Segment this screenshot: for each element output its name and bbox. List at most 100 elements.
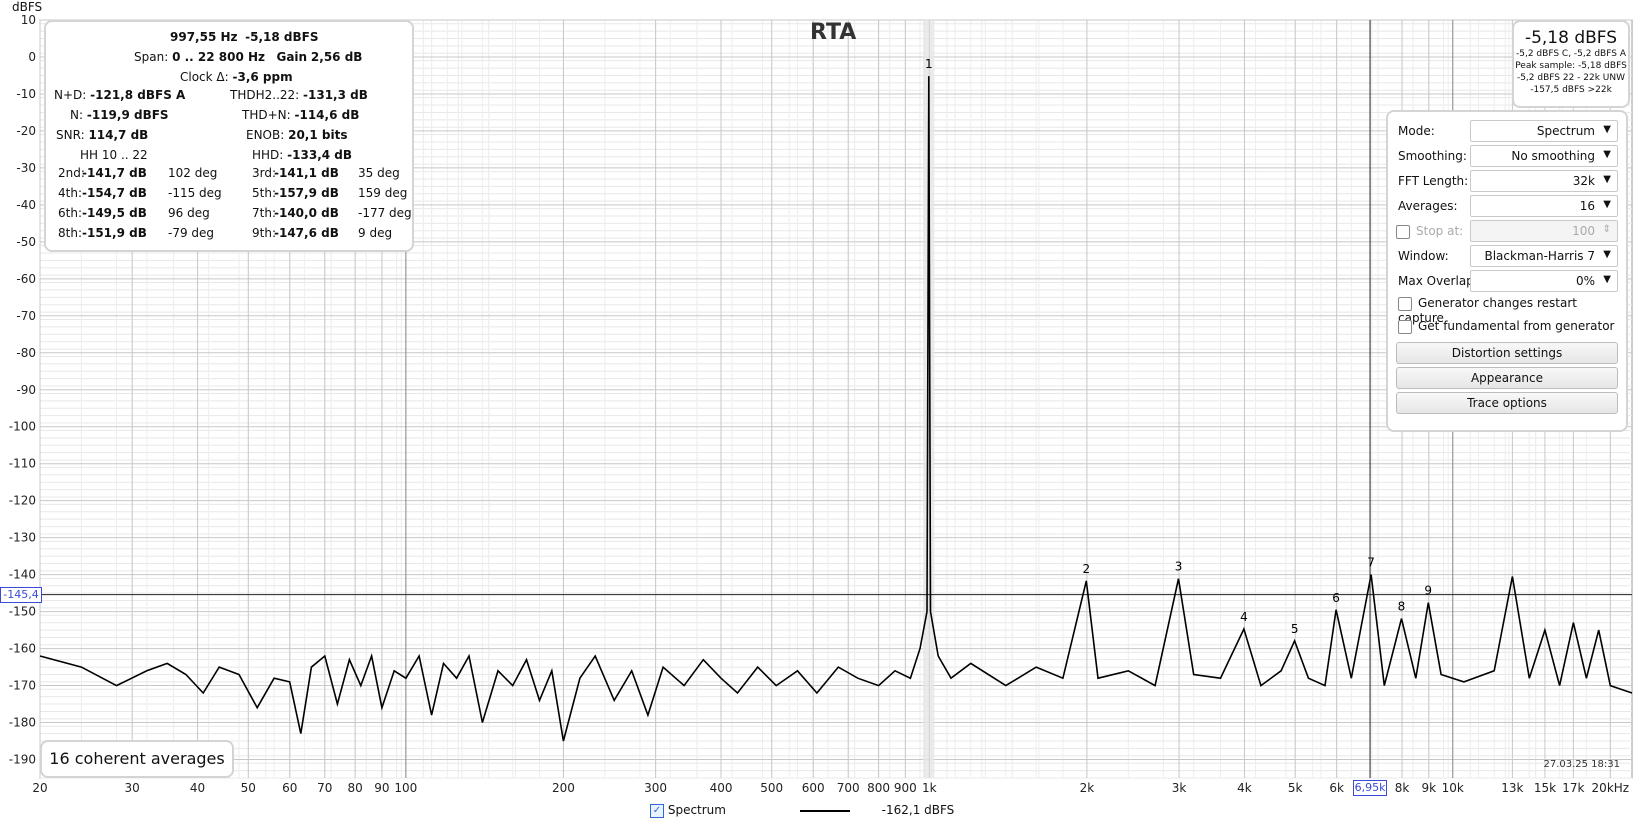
harmonic-level: -154,7 dB [82, 186, 147, 200]
thd-value: -131,3 dB [303, 88, 368, 102]
harmonic-marker-label: 1 [925, 57, 933, 71]
averages-select[interactable]: 16 ▼ [1470, 195, 1618, 217]
cursor-y-readout[interactable]: -145,4 [0, 586, 42, 603]
thdn-value: -114,6 dB [294, 108, 360, 122]
x-tick-label: 20kHz [1592, 781, 1630, 795]
x-tick-label: 90 [374, 781, 389, 795]
fundamental-level: -5,18 dBFS [245, 30, 319, 44]
x-tick-label: 900 [894, 781, 917, 795]
harmonic-phase: 159 deg [358, 186, 408, 200]
thdn-label: THD+N: [242, 108, 291, 122]
window-label: Window: [1398, 249, 1449, 263]
chevron-down-icon: ▼ [1603, 174, 1611, 185]
spectrum-visible-checkbox[interactable]: ✓ [650, 803, 664, 818]
y-tick-label: -70 [16, 309, 36, 323]
span-label: Span: [134, 50, 169, 64]
x-tick-label: 17k [1562, 781, 1584, 795]
harmonic-label: 4th: [58, 186, 82, 200]
smoothing-select[interactable]: No smoothing ▼ [1470, 145, 1618, 167]
x-tick-label: 8k [1395, 781, 1410, 795]
chart-title: RTA [810, 20, 857, 45]
harmonic-level: -157,9 dB [274, 186, 339, 200]
harmonic-level: -141,1 dB [274, 166, 339, 180]
stop-at-checkbox[interactable] [1396, 224, 1410, 239]
fundamental-band [923, 20, 935, 778]
plot-axes: 100-10-20-30-40-50-60-70-80-90-100-110-1… [9, 13, 1629, 795]
stop-at-value: 100 [1572, 224, 1595, 238]
y-tick-label: -60 [16, 272, 36, 286]
y-tick-label: -90 [16, 383, 36, 397]
stop-at-spinner[interactable]: 100 ⇕ [1470, 220, 1618, 242]
peak-line-2: Peak sample: -5,18 dBFS [1515, 61, 1627, 71]
mode-select[interactable]: Spectrum ▼ [1470, 120, 1618, 142]
harmonic-label: 7th: [252, 206, 276, 220]
harmonic-marker-label: 7 [1367, 556, 1375, 570]
get-fund-checkbox[interactable] [1398, 319, 1412, 334]
harmonic-phase: 9 deg [358, 226, 393, 240]
harmonic-marker-label: 8 [1398, 600, 1406, 614]
x-tick-label: 30 [125, 781, 140, 795]
x-tick-label: 13k [1501, 781, 1523, 795]
y-tick-label: -100 [9, 420, 36, 434]
y-tick-label: -180 [9, 716, 36, 730]
y-tick-label: 0 [28, 50, 36, 64]
fft-label: FFT Length: [1398, 174, 1469, 188]
peak-line-4: -157,5 dBFS >22k [1530, 85, 1612, 95]
snr-label: SNR: [56, 128, 85, 142]
get-fund-row: Get fundamental from generator [1398, 319, 1615, 334]
hh-label: HH 10 .. 22 [80, 148, 148, 162]
overlap-select[interactable]: 0% ▼ [1470, 270, 1618, 292]
x-tick-label: 600 [802, 781, 825, 795]
harmonic-phase: -115 deg [168, 186, 222, 200]
y-tick-label: -40 [16, 198, 36, 212]
x-tick-label: 400 [710, 781, 733, 795]
smoothing-value: No smoothing [1511, 149, 1595, 163]
harmonic-level: -141,7 dB [82, 166, 147, 180]
x-tick-label: 3k [1172, 781, 1187, 795]
mode-value: Spectrum [1536, 124, 1595, 138]
x-tick-label: 2k [1080, 781, 1095, 795]
stop-at-label: Stop at: [1416, 224, 1464, 238]
legend-series-name: Spectrum [667, 803, 726, 817]
measurements-panel: 997,55 Hz -5,18 dBFS Span: 0 .. 22 800 H… [44, 20, 414, 252]
y-tick-label: -150 [9, 605, 36, 619]
harmonic-marker-label: 5 [1291, 622, 1299, 636]
x-tick-label: 9k [1422, 781, 1437, 795]
y-axis-unit: dBFS [12, 0, 43, 14]
x-tick-label: 20 [32, 781, 47, 795]
appearance-button[interactable]: Appearance [1396, 367, 1618, 389]
gain-label: Gain [276, 50, 308, 64]
fft-length-select[interactable]: 32k ▼ [1470, 170, 1618, 192]
averages-row: Averages: 16 ▼ [1396, 195, 1618, 217]
cursor-x-readout[interactable]: 6,95k [1353, 780, 1388, 796]
x-tick-label: 1k [922, 781, 937, 795]
y-tick-label: -50 [16, 235, 36, 249]
y-tick-label: -10 [16, 87, 36, 101]
x-tick-label: 15k [1534, 781, 1556, 795]
fft-row: FFT Length: 32k ▼ [1396, 170, 1618, 192]
nd-label: N+D: [54, 88, 87, 102]
x-tick-label: 60 [282, 781, 297, 795]
clock-label: Clock Δ: [180, 70, 229, 84]
chevron-down-icon: ▼ [1603, 149, 1611, 160]
y-tick-label: -190 [9, 753, 36, 767]
x-tick-label: 500 [760, 781, 783, 795]
x-tick-label: 100 [394, 781, 417, 795]
harmonic-phase: 102 deg [168, 166, 218, 180]
n-value: -119,9 dBFS [86, 108, 169, 122]
mode-row: Mode: Spectrum ▼ [1396, 120, 1618, 142]
plot-grid [39, 19, 1633, 779]
x-tick-label: 70 [317, 781, 332, 795]
nd-value: -121,8 dBFS A [90, 88, 186, 102]
gen-restart-checkbox[interactable] [1398, 296, 1412, 311]
window-value: Blackman-Harris 7 [1484, 249, 1595, 263]
y-tick-label: -120 [9, 494, 36, 508]
y-tick-label: -20 [16, 124, 36, 138]
legend: ✓ Spectrum -162,1 dBFS [650, 803, 954, 818]
spectrum-trace [39, 76, 1633, 742]
window-select[interactable]: Blackman-Harris 7 ▼ [1470, 245, 1618, 267]
trace-options-button[interactable]: Trace options [1396, 392, 1618, 414]
x-tick-label: 10k [1442, 781, 1464, 795]
distortion-settings-button[interactable]: Distortion settings [1396, 342, 1618, 364]
